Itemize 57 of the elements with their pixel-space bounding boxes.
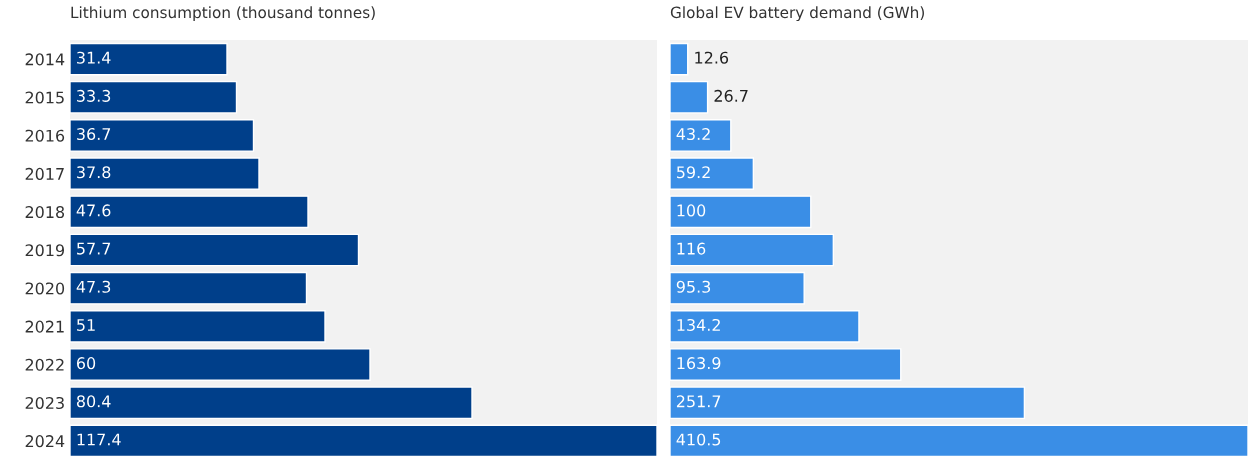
data-label: 57.7 [77,242,111,255]
y-tick-label: 2023 [25,396,64,410]
y-tick-label: 2018 [25,206,65,219]
data-label: 100 [677,204,706,217]
data-label: 117.4 [77,433,121,446]
y-tick-label: 2014 [25,53,65,66]
bar [70,119,255,152]
data-label: 60 [76,357,96,370]
bar [70,195,309,229]
data-label: 59.2 [677,166,710,179]
data-label: 36.7 [77,128,111,141]
bar [70,233,360,267]
y-tick-label: 2022 [25,358,64,371]
bar [70,271,308,305]
y-tick-label: 2024 [25,435,65,448]
chart-title: Global EV battery demand (GWh) [670,6,924,22]
data-label: 37.8 [77,166,111,179]
bar [670,386,1026,420]
y-tick-label: 2015 [25,91,64,104]
data-label: 31.4 [77,51,111,64]
y-tick-label: 2021 [25,320,64,333]
data-label: 47.6 [76,204,111,217]
bar [670,271,805,305]
bar [70,348,371,381]
data-label: 47.3 [76,280,111,293]
bar [70,310,326,343]
bar [670,119,732,152]
bar [70,386,473,420]
data-label: 43.2 [676,128,710,141]
data-label: 163.9 [677,357,721,370]
bar [670,233,835,267]
y-tick-label: 2020 [25,282,65,295]
bar [670,348,902,381]
y-tick-label: 2019 [25,244,65,257]
bar [70,157,260,190]
data-label: 33.3 [77,89,111,102]
y-tick-label: 2016 [25,129,65,142]
data-label: 80.4 [76,395,111,408]
y-tick-label: 2017 [25,167,64,180]
data-label: 95.3 [676,280,711,293]
bar [70,80,238,114]
bar [670,80,709,114]
data-label: 134.2 [677,318,720,331]
data-label: 116 [677,242,706,255]
bar [670,157,755,190]
bar [670,424,1248,456]
data-label: 51 [77,319,95,331]
bar [670,42,689,76]
data-label: 410.5 [676,433,721,446]
bar [70,424,657,456]
bar [70,42,228,76]
data-label: 26.7 [714,89,748,102]
bar [670,195,812,229]
bar [670,310,860,343]
data-label: 251.7 [676,395,721,408]
data-label: 12.6 [695,51,729,64]
chart-title: Lithium consumption (thousand tonnes) [71,6,375,22]
